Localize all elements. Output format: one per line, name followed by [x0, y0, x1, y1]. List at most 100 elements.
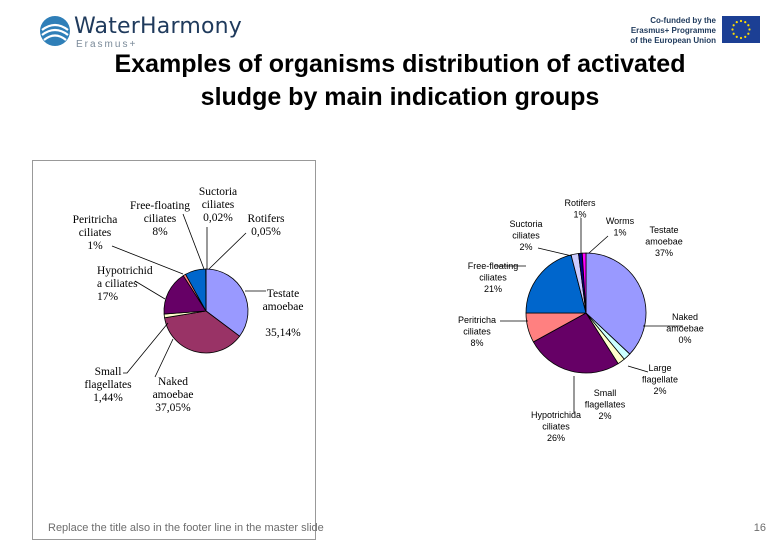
- pie-label-line: 21%: [484, 284, 502, 294]
- pie-label-line: 2%: [653, 386, 666, 396]
- eu-star: [736, 21, 738, 23]
- pie-label-line: Peritricha: [73, 214, 118, 226]
- pie-label-line: flagellates: [585, 400, 626, 410]
- pie-label-line: 37,05%: [155, 402, 191, 414]
- pie-label-line: 35,14%: [265, 327, 301, 339]
- eu-star: [740, 37, 742, 39]
- leader-line: [628, 366, 648, 372]
- eu-text-line: Erasmus+ Programme: [620, 26, 716, 36]
- pie-label-line: Large: [648, 363, 671, 373]
- pie-label-line: Hypotrichid: [97, 265, 153, 277]
- pie-label-line: Testate: [649, 225, 678, 235]
- pie-label-line: a ciliates: [97, 278, 138, 290]
- pie-label-line: ciliates: [79, 227, 112, 239]
- leader-line: [155, 339, 173, 377]
- pie-label-line: Testate: [267, 288, 299, 300]
- pie-label-line: 0,02%: [203, 212, 233, 224]
- pie-label-line: 1%: [87, 240, 103, 252]
- pie-label-line: ciliates: [202, 199, 235, 211]
- eu-star: [748, 28, 750, 30]
- eu-text-line: Co-funded by the: [620, 16, 716, 26]
- pie-label-line: 37%: [655, 248, 673, 258]
- page-number: 16: [754, 522, 766, 534]
- leader-line: [123, 323, 168, 373]
- pie-label-line: 17%: [97, 291, 119, 303]
- pie-label-line: flagellates: [84, 379, 132, 391]
- pie-label-line: ciliates: [479, 273, 507, 283]
- pie-label-line: 0,05%: [251, 226, 281, 238]
- leader-line: [135, 281, 165, 299]
- pie-label-rotifers: Rotifers 1%: [564, 198, 596, 253]
- pie-label-line: amoebae: [666, 324, 704, 334]
- pie-label-worms: Worms 1%: [589, 216, 635, 253]
- eu-star: [740, 20, 742, 22]
- water-drop-icon: [38, 14, 72, 48]
- pie-label-line: Hypotrichida: [531, 410, 581, 420]
- waterharmony-logo: WaterHarmony Erasmus+: [38, 14, 238, 48]
- pie-label-line: flagellate: [642, 375, 678, 385]
- eu-flag-icon: [722, 16, 760, 43]
- pie-label-line: Suctoria: [199, 186, 237, 198]
- title-line: Examples of organisms distribution of ac…: [40, 48, 760, 81]
- eu-text-line: of the European Union: [620, 36, 716, 46]
- pie-slices: [526, 253, 646, 373]
- eu-star: [736, 36, 738, 38]
- pie-label-line: 8%: [470, 338, 483, 348]
- pie-label-line: Naked: [158, 376, 188, 388]
- eu-star: [733, 33, 735, 35]
- pie-label-line: Rotifers: [564, 198, 596, 208]
- leader-line: [209, 233, 246, 269]
- pie-label-line: Rotifers: [247, 213, 285, 225]
- pie-label-line: ciliates: [463, 327, 491, 337]
- leader-line: [538, 248, 572, 256]
- pie-label-line: ciliates: [512, 231, 540, 241]
- pie-label-line: 2%: [598, 411, 611, 421]
- title-line: sludge by main indication groups: [40, 81, 760, 114]
- eu-text: Co-funded by the Erasmus+ Programme of t…: [620, 16, 716, 46]
- pie-label-line: amoebae: [645, 237, 683, 247]
- pie-label-line: 0%: [678, 335, 691, 345]
- pie-label-line: Suctoria: [509, 219, 542, 229]
- eu-star: [747, 33, 749, 35]
- eu-star: [747, 24, 749, 26]
- pie-label-line: 8%: [152, 226, 168, 238]
- pie-label-line: amoebae: [263, 301, 304, 313]
- pie-label-line: 26%: [547, 433, 565, 443]
- pie-label-line: 1%: [573, 210, 586, 220]
- leader-line: [589, 236, 608, 253]
- pie-label-line: ciliates: [144, 213, 177, 225]
- eu-star: [744, 21, 746, 23]
- eu-cofunded-logo: Co-funded by the Erasmus+ Programme of t…: [620, 14, 760, 48]
- leader-line: [183, 214, 204, 269]
- eu-star: [744, 36, 746, 38]
- pie-label-line: Peritricha: [458, 315, 496, 325]
- pie-label-line: Worms: [606, 216, 635, 226]
- slide-title: Examples of organisms distribution of ac…: [40, 48, 760, 114]
- pie-label-line: Small: [594, 388, 617, 398]
- logo-name: WaterHarmony: [74, 14, 242, 39]
- pie-label-line: 1%: [613, 228, 626, 238]
- pie-label-line: amoebae: [153, 389, 194, 401]
- pie-label-line: ciliates: [542, 422, 570, 432]
- pie-label-line: Naked: [672, 312, 698, 322]
- eu-star: [731, 28, 733, 30]
- footer-text: Replace the title also in the footer lin…: [48, 522, 324, 534]
- pie-label-line: Small: [95, 366, 122, 378]
- pie-label-line: 2%: [519, 242, 532, 252]
- pie-slices: [164, 269, 248, 353]
